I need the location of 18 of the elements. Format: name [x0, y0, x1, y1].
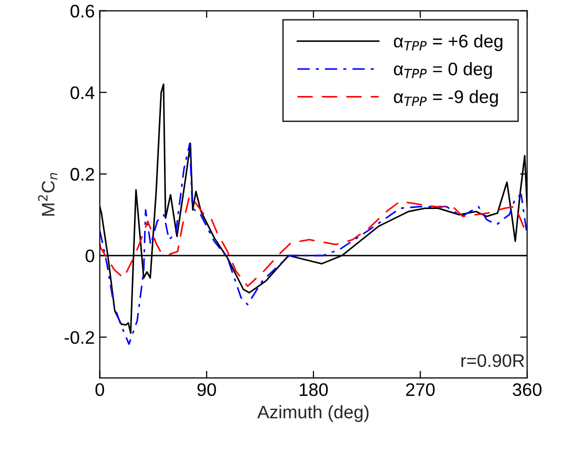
x-tick-label: 0 [95, 383, 104, 396]
line-series [100, 142, 528, 345]
x-tick-label: 270 [406, 383, 435, 396]
legend-label: α$_{TPP}$ = 0 deg [394, 62, 492, 79]
line-series [100, 196, 528, 287]
x-axis-title: Azimuth (deg) [257, 405, 369, 422]
y-axis-title: M$^{2}$C$_{n}$ [38, 173, 58, 216]
y-tick-label: 0.6 [70, 4, 94, 18]
y-tick-label: 0 [86, 250, 94, 262]
annotation: r=0.90R [461, 354, 524, 368]
y-tick-label: -0.2 [64, 331, 94, 344]
legend-label: α$_{TPP}$ = -9 deg [394, 90, 498, 107]
x-tick-label: 360 [512, 383, 542, 396]
legend-label: α$_{TPP}$ = +6 deg [394, 34, 502, 52]
x-tick-label: 180 [300, 383, 328, 396]
y-tick-label: 0.4 [70, 86, 94, 100]
x-tick-label: 90 [197, 383, 216, 396]
y-tick-label: 0.2 [70, 168, 94, 181]
